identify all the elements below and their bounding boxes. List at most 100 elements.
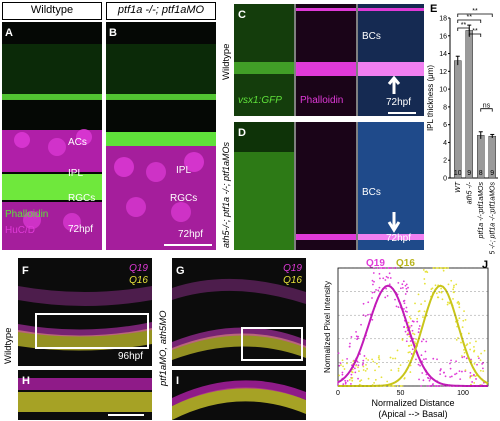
side-label-wildtype-cd: Wildtype — [221, 43, 232, 80]
chart-j-point-q19 — [386, 295, 389, 297]
chart-j-point-q16 — [448, 302, 451, 305]
panel-c-time-label: 72hpf — [386, 97, 412, 108]
chart-j-point-q19 — [405, 287, 408, 290]
chart-j-point-q19 — [362, 362, 364, 365]
chart-e-y-tick-label: 12 — [439, 69, 447, 76]
chart-j-point-q19 — [385, 275, 388, 278]
chart-j-point-q19 — [371, 297, 373, 299]
chart-j-point-q16 — [377, 356, 380, 359]
panel-d-letter: D — [238, 127, 246, 139]
chart-j-point-q16 — [443, 267, 446, 269]
chart-j-point-q16 — [341, 359, 344, 362]
chart-j-point-q19 — [410, 352, 413, 355]
panel-b-scale-bar — [164, 244, 212, 246]
panel-f-image: F Q19 Q16 96hpf — [18, 258, 152, 366]
chart-j-point-q16 — [355, 364, 357, 367]
chart-j-point-q16 — [447, 267, 449, 269]
chart-j-point-q16 — [409, 351, 411, 353]
chart-j-letter: J — [482, 259, 488, 271]
chart-j-point-q19 — [371, 279, 374, 282]
chart-j-point-q19 — [362, 302, 365, 305]
panel-g-roi-box — [241, 327, 303, 361]
chart-j-point-q16 — [447, 283, 450, 286]
chart-j-x-tick-label: 0 — [336, 390, 340, 397]
chart-j-point-q16 — [366, 367, 369, 370]
chart-j-point-q19 — [348, 345, 351, 348]
chart-j-point-q16 — [391, 385, 394, 387]
chart-j-point-q16 — [360, 379, 363, 382]
chart-e-category-label: WT — [455, 181, 462, 193]
chart-j-point-q16 — [423, 278, 426, 280]
chart-j-point-q16 — [378, 365, 380, 368]
chart-e-bar — [454, 60, 462, 179]
chart-j-point-q16 — [420, 303, 423, 306]
chart-j-point-q16 — [456, 301, 459, 304]
chart-j-point-q16 — [350, 377, 353, 380]
chart-j-point-q16 — [425, 270, 428, 273]
side-label-mutant-gi: ptf1aMO, ath5MO — [158, 310, 169, 386]
chart-j-point-q16 — [399, 364, 402, 367]
chart-j-point-q16 — [374, 378, 377, 381]
chart-j-point-q19 — [428, 385, 431, 387]
chart-j-point-q16 — [408, 344, 411, 347]
chart-j-point-q19 — [357, 364, 360, 367]
panel-c-arrow-icon — [387, 75, 401, 94]
chart-j-point-q19 — [341, 371, 344, 374]
chart-j-point-q19 — [432, 383, 434, 385]
chart-j-point-q16 — [463, 348, 465, 351]
panel-b-micrograph — [106, 22, 216, 250]
chart-j-point-q19 — [409, 340, 412, 342]
chart-j-point-q16 — [416, 317, 419, 320]
chart-e-bar — [465, 30, 473, 179]
chart-j-point-q16 — [414, 342, 417, 345]
chart-j-point-q16 — [396, 384, 399, 387]
chart-j-point-q16 — [378, 358, 381, 361]
chart-j-point-q16 — [460, 341, 462, 344]
chart-j-point-q16 — [351, 379, 354, 382]
chart-j-point-q19 — [410, 324, 413, 327]
chart-j-point-q19 — [395, 305, 398, 308]
chart-j-point-q19 — [461, 370, 463, 373]
chart-e-significance-bracket — [468, 33, 482, 37]
chart-j-point-q16 — [473, 349, 476, 352]
chart-j-point-q19 — [439, 368, 442, 370]
chart-j-point-q19 — [375, 288, 377, 291]
chart-j-point-q19 — [354, 367, 356, 370]
chart-j-point-q16 — [482, 370, 485, 373]
panel-i-letter: I — [176, 375, 180, 387]
chart-j-point-q19 — [337, 352, 340, 355]
chart-e-letter: E — [430, 3, 437, 15]
chart-j-point-q16 — [386, 380, 389, 383]
chart-j-point-q19 — [449, 362, 451, 365]
chart-j-point-q16 — [435, 267, 438, 269]
chart-j-point-q16 — [480, 352, 483, 355]
chart-j-point-q16 — [471, 374, 473, 377]
panel-d-image: D BCs 72hpf — [234, 122, 424, 250]
chart-e-significance-bracket — [457, 27, 470, 31]
chart-j-point-q19 — [422, 379, 425, 382]
chart-j-point-q19 — [403, 299, 406, 302]
chart-j-point-q19 — [439, 373, 442, 375]
chart-j-y-axis-label: Normalized Pixel Intensity — [323, 281, 332, 373]
panel-c-phalloidin-label: Phalloidin — [300, 95, 344, 106]
chart-j-point-q19 — [361, 363, 364, 366]
chart-j-point-q19 — [350, 383, 352, 385]
chart-j-point-q16 — [394, 357, 397, 360]
chart-j-point-q19 — [420, 340, 423, 343]
chart-j-point-q16 — [373, 381, 375, 384]
chart-j-point-q16 — [474, 375, 477, 378]
panel-b-time-label: 72hpf — [178, 229, 204, 240]
chart-j-x-tick-label: 50 — [397, 390, 405, 397]
chart-j-point-q19 — [420, 385, 423, 387]
chart-e-category-label: ptf1a -/-;ptf1aMOs — [478, 182, 485, 240]
chart-j-point-q19 — [411, 329, 414, 332]
chart-j-point-q19 — [426, 376, 429, 379]
chart-j-x-axis-sublabel: (Apical --> Basal) — [378, 409, 447, 419]
panel-c-letter: C — [238, 9, 246, 21]
panel-a-ipl-label: IPL — [68, 168, 84, 179]
chart-j-point-q19 — [371, 318, 374, 321]
chart-j-point-q19 — [397, 306, 400, 308]
chart-e-ipl-thickness: E 0 2 4 6 8 10 12 14 16 18 IPL thickness (μm) 10 WT 9 a… — [426, 3, 498, 254]
chart-j-point-q19 — [481, 367, 484, 370]
chart-j-point-q16 — [407, 321, 410, 324]
